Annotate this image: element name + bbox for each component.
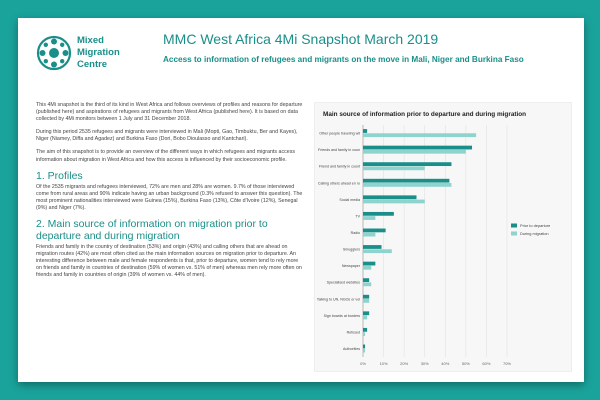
- x-tick-label: 20%: [400, 361, 408, 366]
- bar-prior-to-departure: [363, 195, 417, 200]
- legend-label: Prior to departure: [520, 223, 550, 228]
- bar-prior-to-departure: [363, 228, 386, 233]
- bar-prior-to-departure: [363, 311, 370, 316]
- category-label: Friend and family in count: [319, 165, 360, 169]
- bar-prior-to-departure: [363, 261, 376, 266]
- chart-panel: Main source of information prior to depa…: [314, 102, 572, 372]
- x-tick-label: 50%: [462, 361, 470, 366]
- heading-line: 2. Main source of information on migrati…: [36, 218, 268, 231]
- bar-prior-to-departure: [363, 294, 370, 299]
- bar-chart: 0% 10% 20% 30% 40% 50% 60% 70% Other people trav…: [317, 125, 550, 366]
- bar-during-migration: [363, 315, 368, 320]
- sources-paragraph: Friends and family in the country of des…: [36, 244, 302, 279]
- category-label: Social media: [339, 198, 360, 202]
- bar-during-migration: [363, 183, 452, 187]
- profiles-paragraph: Of the 2535 migrants and refugees interv…: [36, 183, 303, 211]
- legend-label: During migration: [520, 231, 549, 236]
- x-tick-label: 40%: [441, 361, 449, 366]
- category-label: Other people traveling wit: [319, 132, 360, 136]
- logo-line: Migration: [77, 47, 120, 58]
- category-label: Radio: [351, 231, 360, 235]
- section-heading-profiles: 1. Profiles: [36, 169, 83, 182]
- bar-during-migration: [363, 149, 466, 154]
- mmc-logo-icon: [36, 35, 72, 71]
- category-label: Specialised websites: [327, 281, 361, 285]
- bar-prior-to-departure: [363, 129, 368, 133]
- category-label: TV: [355, 214, 360, 218]
- x-tick-label: 70%: [503, 361, 511, 366]
- bar-prior-to-departure: [363, 245, 382, 249]
- bar-during-migration: [363, 216, 376, 220]
- logo-line: Mixed: [77, 35, 104, 46]
- logo-wordmark: Mixed Migration Centre: [77, 35, 120, 71]
- category-label: Friends and family in coun: [318, 148, 360, 152]
- text-column: This 4Mi snapshot is the third of its ki…: [36, 102, 304, 286]
- bar-during-migration: [363, 199, 425, 204]
- heading-line: departure and during migration: [36, 230, 180, 243]
- intro-paragraph: During this period 2535 refugees and mig…: [36, 129, 298, 143]
- bar-during-migration: [363, 299, 370, 303]
- intro-paragraph: The aim of this snapshot is to provide a…: [36, 149, 295, 163]
- category-label: Authorities: [343, 347, 360, 351]
- bar-during-migration: [363, 265, 372, 270]
- x-tick-label: 30%: [421, 361, 429, 366]
- document-title: MMC West Africa 4Mi Snapshot March 2019: [163, 31, 439, 47]
- bar-prior-to-departure: [363, 162, 452, 167]
- bar-during-migration: [363, 282, 372, 287]
- legend-swatch: [511, 223, 517, 228]
- bar-during-migration: [363, 166, 425, 171]
- category-label: Sign boards at borders: [324, 314, 361, 318]
- bar-prior-to-departure: [363, 145, 473, 150]
- document-subtitle: Access to information of refugees and mi…: [163, 55, 524, 64]
- document-page: Mixed Migration Centre MMC West Africa 4…: [18, 18, 584, 382]
- bar-prior-to-departure: [363, 344, 366, 349]
- x-tick-label: 0%: [360, 361, 366, 366]
- x-tick-label: 60%: [482, 361, 490, 366]
- bar-during-migration: [363, 348, 366, 353]
- bar-prior-to-departure: [363, 327, 368, 332]
- legend-swatch: [511, 231, 517, 236]
- section-heading-sources: 2. Main source of information on migrati…: [36, 218, 304, 242]
- category-label: Newspaper: [342, 264, 361, 268]
- category-label: Calling others ahead en ro: [318, 181, 360, 185]
- bar-during-migration: [363, 232, 376, 237]
- category-label: Refused: [347, 330, 360, 334]
- intro-paragraph: This 4Mi snapshot is the third of its ki…: [36, 102, 303, 123]
- bar-during-migration: [363, 332, 366, 336]
- category-label: Talking to UN, NGOs or vol: [317, 297, 360, 301]
- bar-prior-to-departure: [363, 278, 370, 283]
- mmc-logo: Mixed Migration Centre: [36, 32, 136, 74]
- document-header: Mixed Migration Centre MMC West Africa 4…: [18, 18, 584, 86]
- bar-during-migration: [363, 249, 392, 254]
- x-tick-label: 10%: [380, 361, 388, 366]
- bar-prior-to-departure: [363, 211, 394, 216]
- bar-prior-to-departure: [363, 178, 450, 183]
- category-label: Smugglers: [343, 248, 360, 252]
- logo-line: Centre: [77, 59, 108, 70]
- bar-during-migration: [363, 133, 477, 138]
- chart-title: Main source of information prior to depa…: [323, 111, 527, 118]
